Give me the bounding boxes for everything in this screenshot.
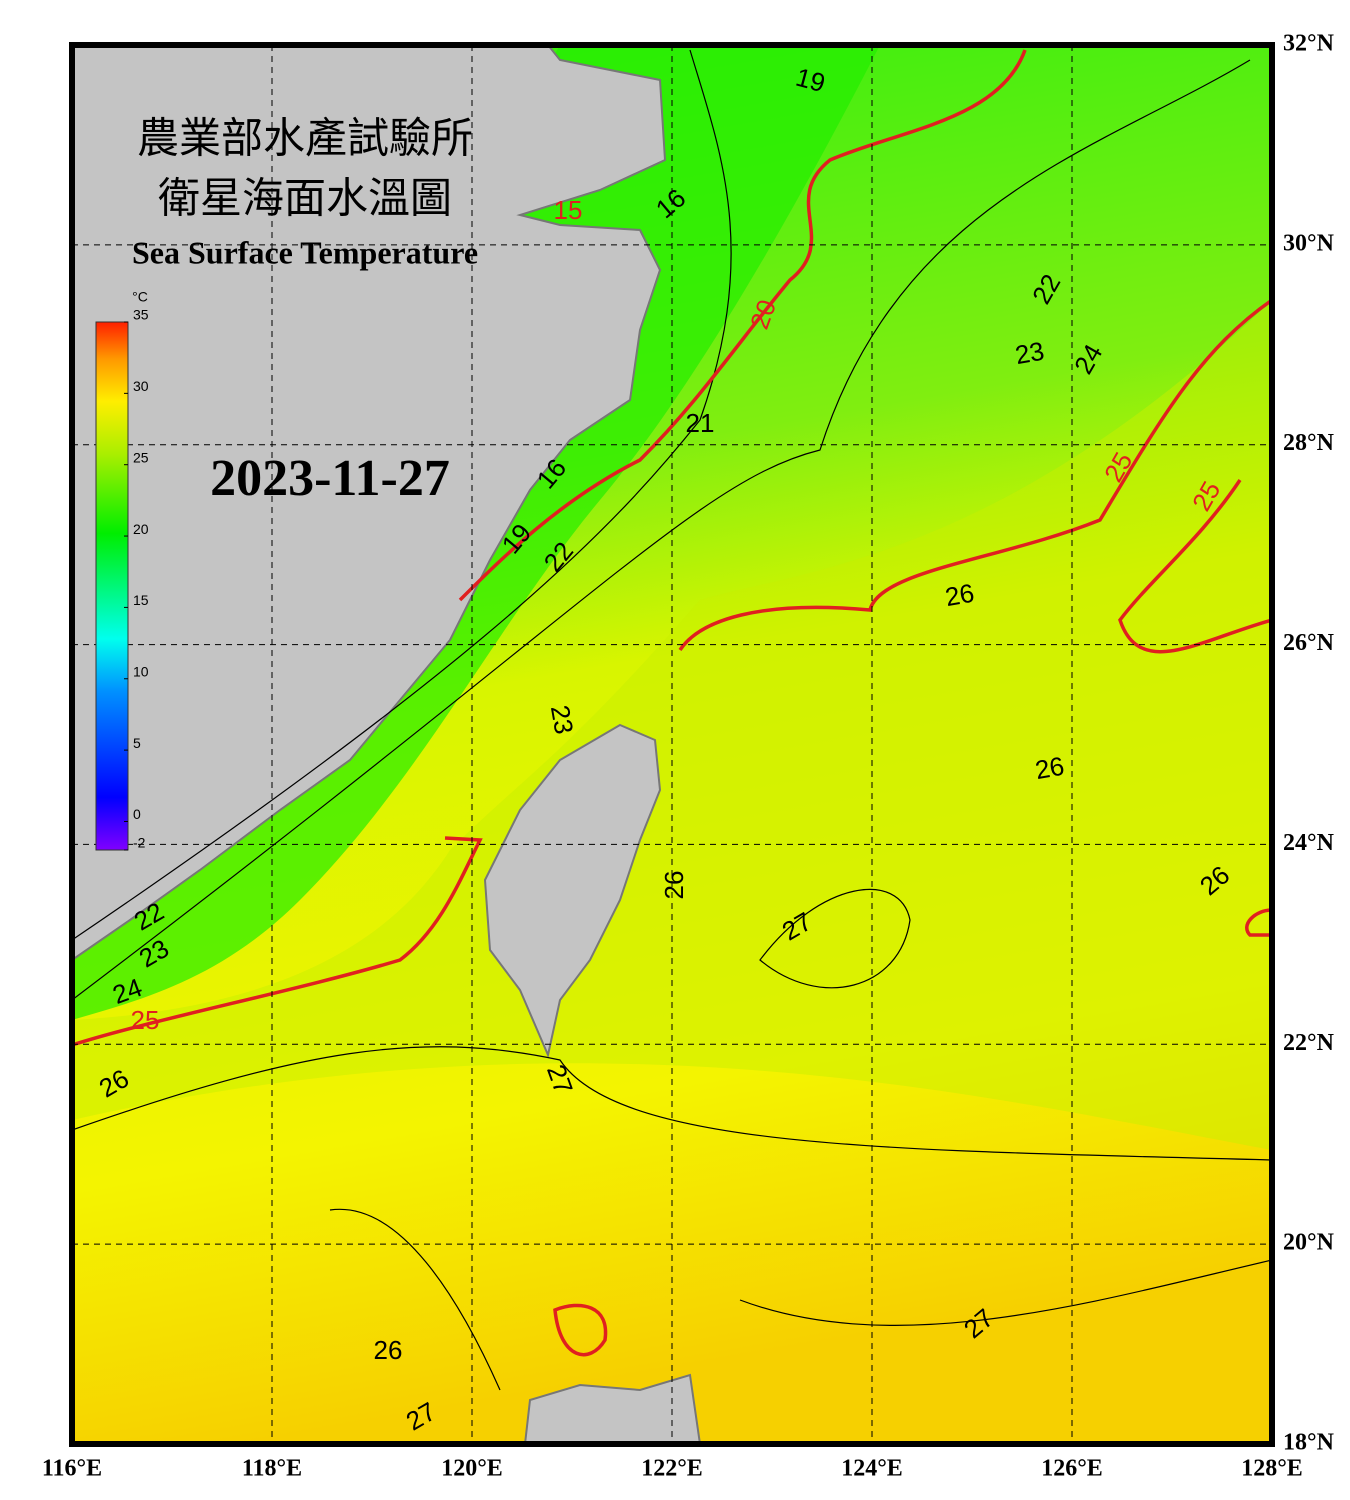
taiwan-land xyxy=(483,723,662,1059)
lon-tick-label: 116°E xyxy=(42,1456,102,1482)
luzon-land xyxy=(523,1373,702,1444)
lon-tick-label: 120°E xyxy=(441,1456,503,1482)
contour-label: 23 xyxy=(1013,336,1047,371)
colorbar xyxy=(95,321,129,851)
lat-tick-label: 20°N xyxy=(1283,1230,1335,1256)
colorbar-tick-label: 0 xyxy=(133,806,141,822)
contour-label: 26 xyxy=(1033,751,1067,786)
contour-label: 23 xyxy=(545,703,580,737)
lat-tick-label: 18°N xyxy=(1283,1430,1335,1456)
colorbar-unit: °C xyxy=(132,289,148,305)
contour-label: 15 xyxy=(554,195,583,225)
lat-tick-label: 22°N xyxy=(1283,1030,1335,1056)
colorbar-tick-label: 30 xyxy=(133,378,149,394)
lat-tick-label: 32°N xyxy=(1283,31,1335,57)
map-area xyxy=(72,45,1272,1444)
colorbar-tick-label: 10 xyxy=(133,663,149,679)
colorbar-tick-label: 35 xyxy=(133,307,149,323)
lat-tick-label: 24°N xyxy=(1283,830,1335,856)
colorbar-tick-label: 25 xyxy=(133,449,149,465)
contours xyxy=(72,49,1272,1391)
lon-tick-label: 118°E xyxy=(242,1456,302,1482)
lon-tick-label: 122°E xyxy=(641,1456,703,1482)
colorbar-tick-label: 15 xyxy=(133,592,149,608)
lon-tick-label: 126°E xyxy=(1041,1456,1103,1482)
date: 2023-11-27 xyxy=(210,450,450,507)
lat-tick-label: 30°N xyxy=(1283,230,1335,256)
title-en: Sea Surface Temperature xyxy=(132,234,478,270)
lat-tick-label: 26°N xyxy=(1283,630,1335,656)
lon-tick-label: 124°E xyxy=(841,1456,903,1482)
contour-label: 26 xyxy=(374,1335,403,1365)
lon-tick-label: 128°E xyxy=(1241,1456,1303,1482)
colorbar-tick-label: 5 xyxy=(133,735,141,751)
contour-label: 26 xyxy=(659,871,689,900)
contour-label: 25 xyxy=(131,1005,160,1035)
title-zh-2: 衛星海面水溫圖 xyxy=(158,177,452,223)
contour-label: 26 xyxy=(943,578,977,613)
warm-water xyxy=(72,300,1272,1150)
contour-label: 21 xyxy=(686,408,715,438)
colorbar-tick-label: -2 xyxy=(133,835,146,851)
lat-tick-label: 28°N xyxy=(1283,430,1335,456)
china-land xyxy=(72,45,667,962)
grid xyxy=(72,45,1272,1444)
title-zh-1: 農業部水產試驗所 xyxy=(137,116,473,163)
red-contours xyxy=(72,49,1272,1357)
map-frame xyxy=(69,42,1275,1447)
colorbar-tick-label: 20 xyxy=(133,521,149,537)
